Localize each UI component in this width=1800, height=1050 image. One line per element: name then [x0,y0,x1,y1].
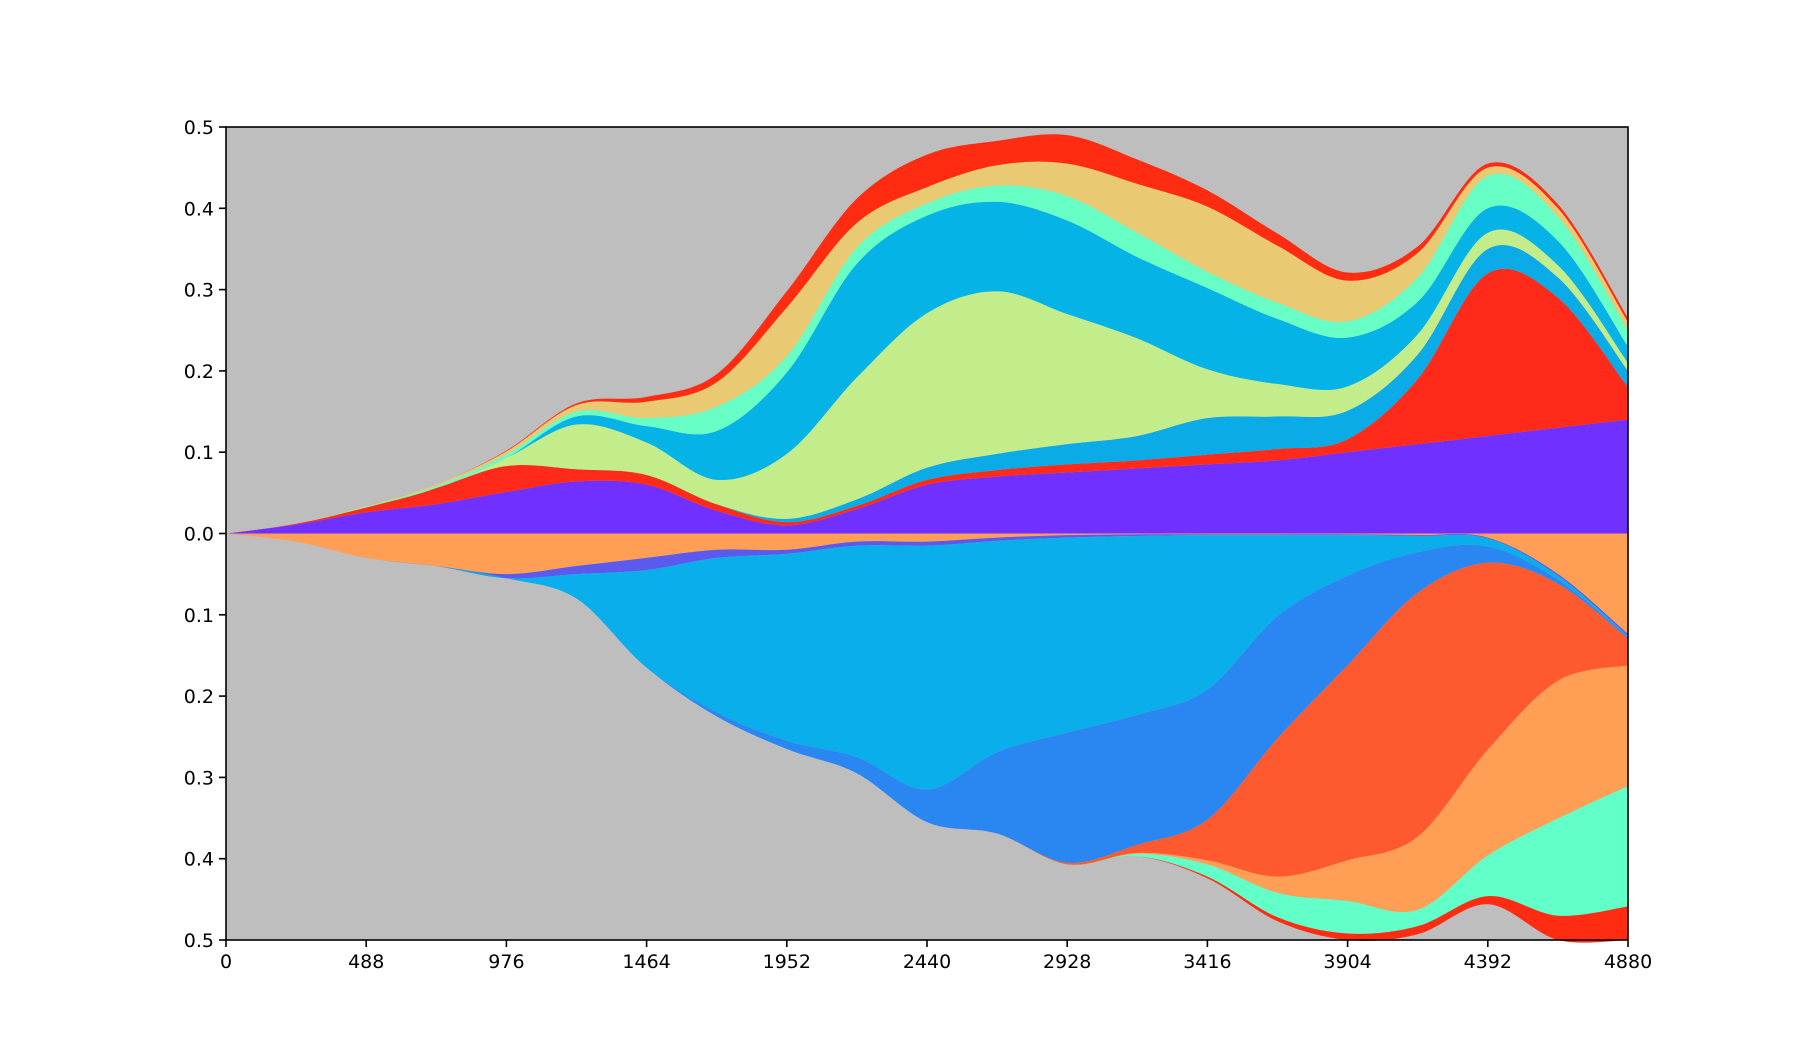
y-tick-label: 0.4 [184,198,214,220]
stream-layers [226,134,1628,943]
x-axis-ticks: 0 488 976 1464 1952 2440 2928 3416 3904 4392 4880 [220,940,1652,973]
y-tick-label: 0.2 [184,361,214,383]
y-tick-label: 0.0 [184,524,214,546]
y-axis-ticks: 0.5 0.4 0.3 0.2 0.1 0.0 0.1 0.2 0.3 0.4 0.5 [184,117,226,952]
stream-layer-bottom-3 [226,533,1628,863]
y-tick-label: 0.1 [184,605,214,627]
x-tick-label: 1952 [763,951,811,973]
stream-layer-top-1 [226,268,1628,534]
x-tick-label: 1464 [622,951,670,973]
y-tick-label: 0.5 [184,930,214,952]
stream-layer-top-7 [226,134,1628,534]
plot-frame [225,126,1629,941]
x-tick-label: 976 [488,951,524,973]
stream-layer-top-2 [226,245,1628,534]
stream-layer-bottom-2 [226,533,1628,790]
stream-layer-top-4 [226,201,1628,534]
stream-layer-bottom-7 [226,533,1628,943]
x-tick-label: 3904 [1323,951,1371,973]
x-tick-label: 2440 [903,951,951,973]
y-tick-label: 0.2 [184,686,214,708]
stream-layer-top-3 [226,229,1628,534]
stream-layer-bottom-4 [226,533,1628,877]
x-tick-label: 488 [348,951,384,973]
x-tick-label: 2928 [1043,951,1091,973]
stream-layer-bottom-6 [226,533,1628,934]
x-tick-label: 0 [220,951,232,973]
y-tick-label: 0.3 [184,280,214,302]
x-tick-label: 4880 [1604,951,1652,973]
x-tick-label: 4392 [1464,951,1512,973]
y-tick-label: 0.1 [184,442,214,464]
x-tick-label: 3416 [1183,951,1231,973]
stream-layer-bottom-0 [226,533,1628,634]
stream-layer-top-6 [226,161,1628,534]
y-tick-label: 0.5 [184,117,214,139]
stream-layer-top-0 [226,419,1628,534]
y-tick-label: 0.4 [184,849,214,871]
y-tick-label: 0.3 [184,767,214,789]
